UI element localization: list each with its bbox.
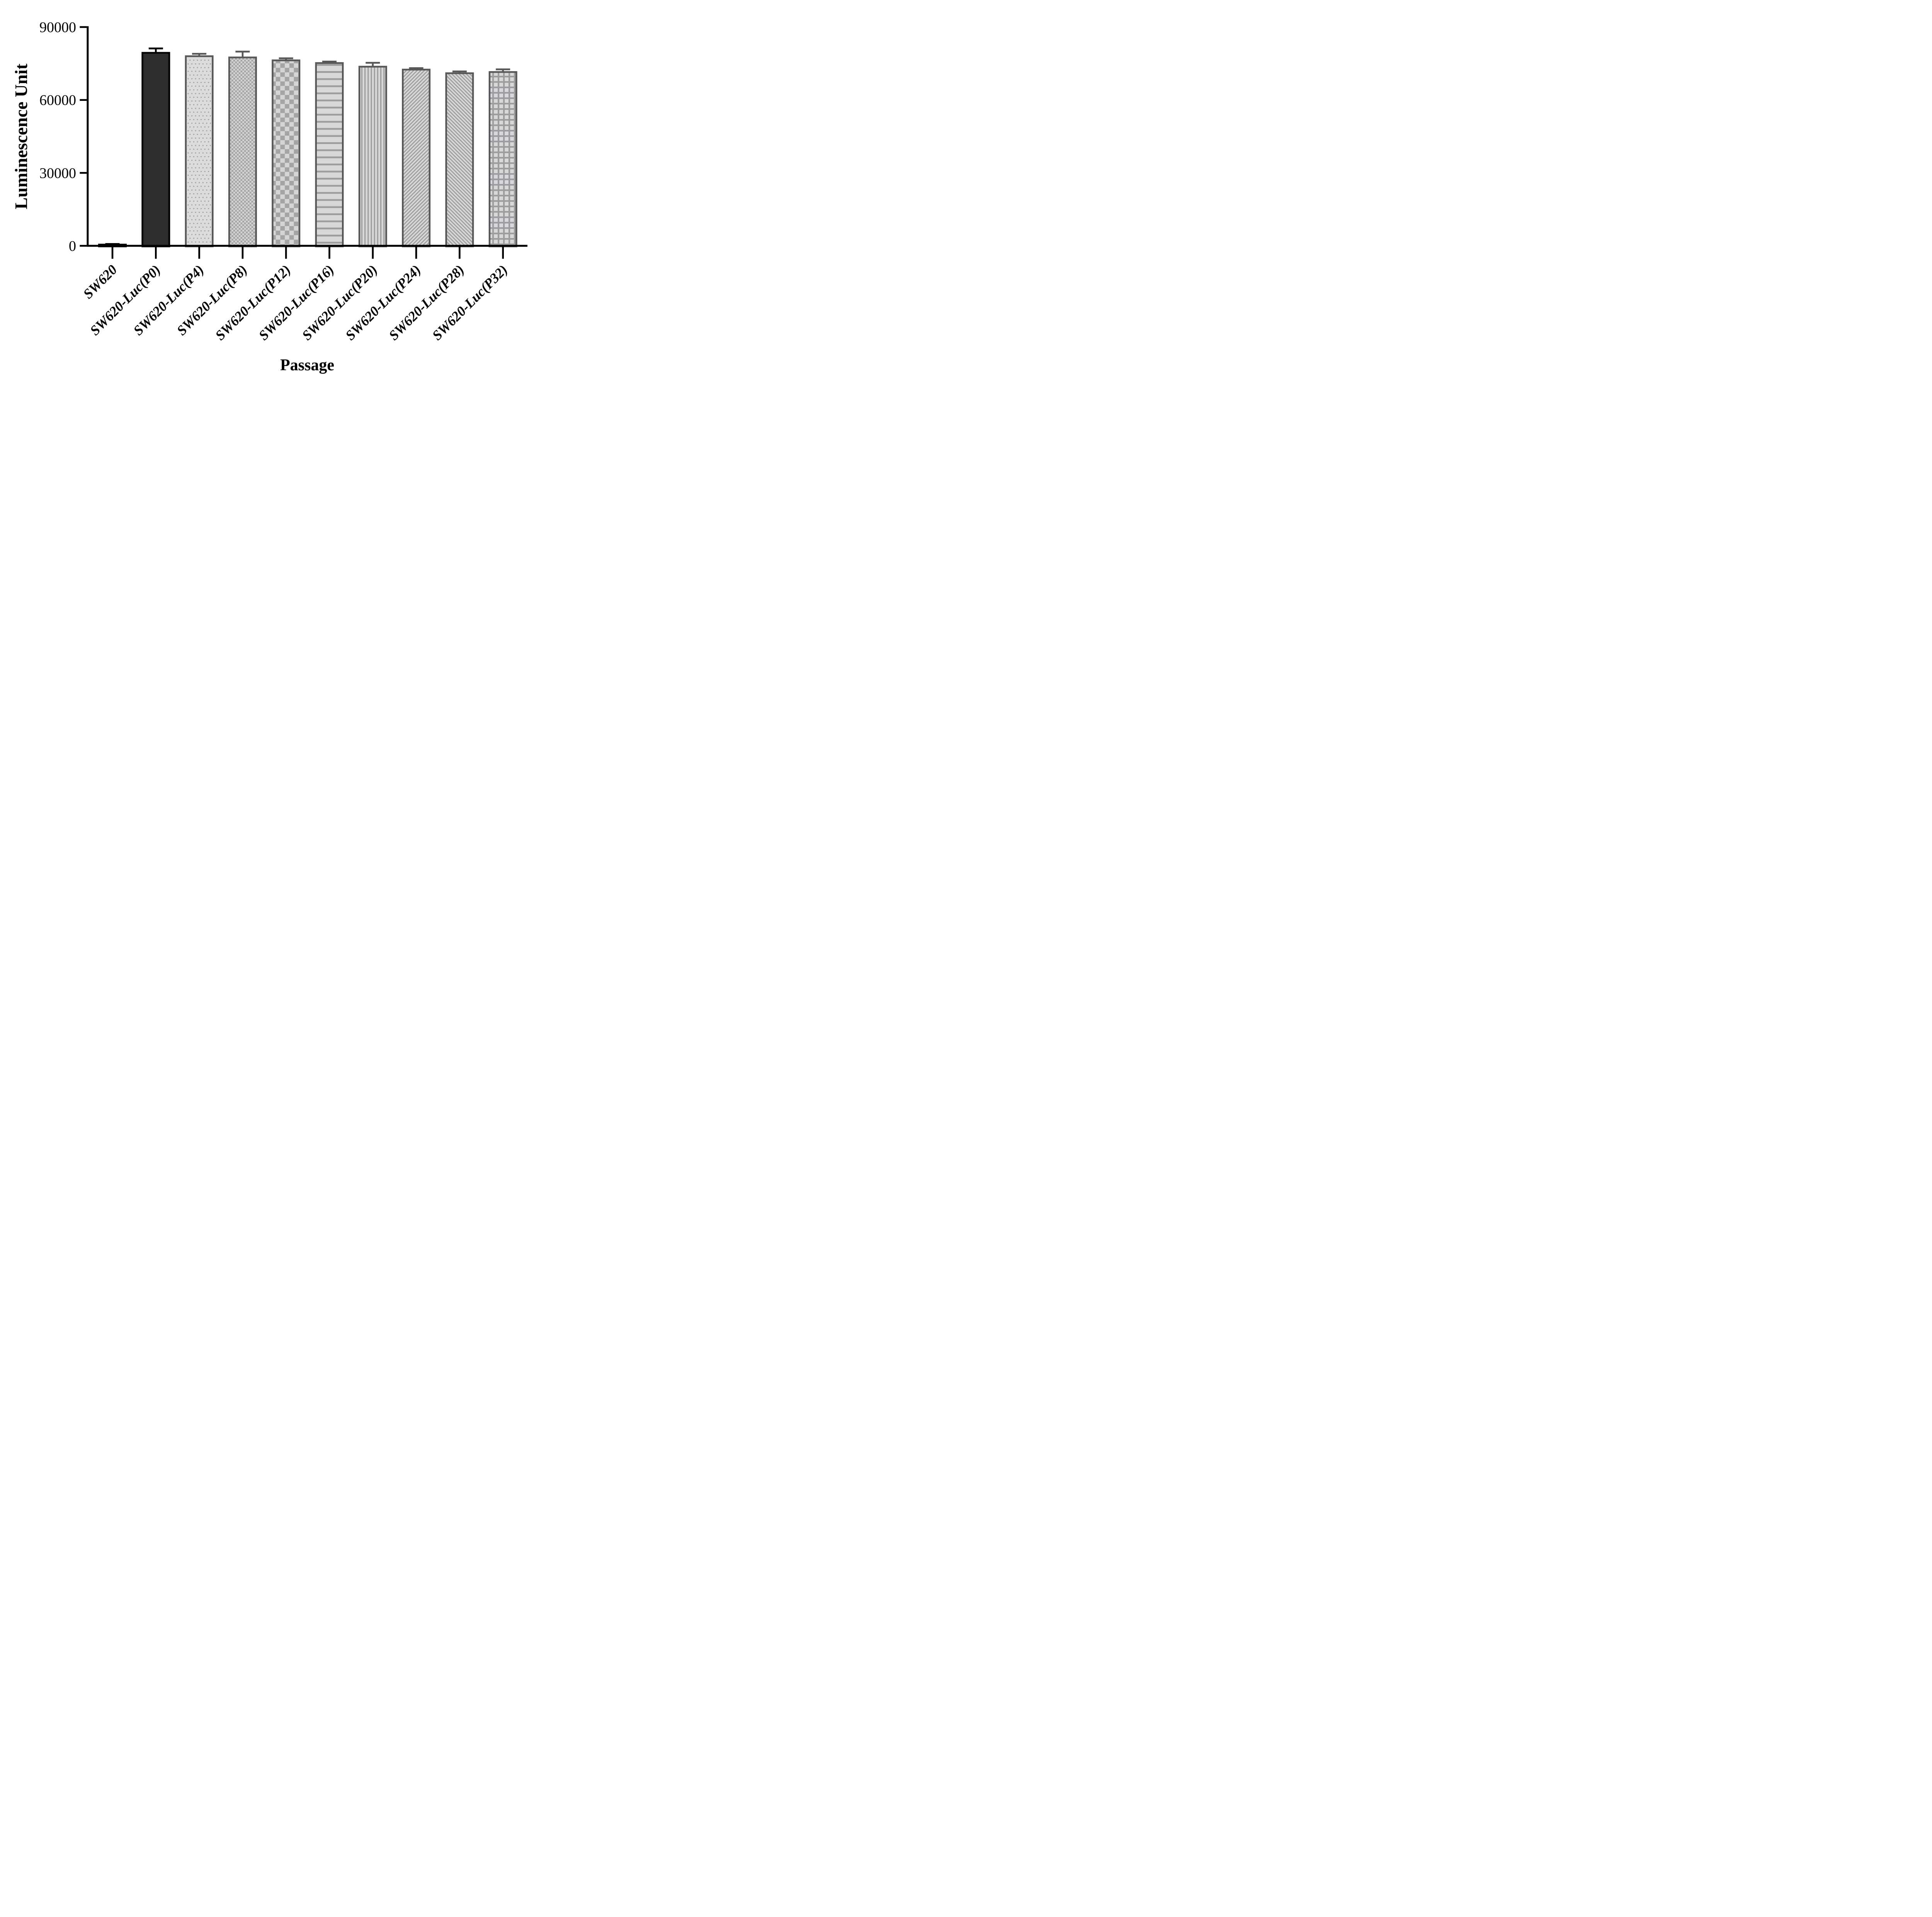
x-category-label: SW620-Luc(P24) [342, 262, 424, 343]
y-tick-labels-layer: 0 30000 60000 90000 [39, 19, 76, 254]
bar [228, 56, 257, 247]
x-category-labels-layer: SW620SW620-Luc(P0)SW620-Luc(P4)SW620-Luc… [80, 262, 510, 343]
x-category-label: SW620-Luc(P16) [255, 262, 337, 343]
x-axis-baseline [87, 245, 527, 247]
error-bar-cap [279, 57, 293, 60]
y-tick [80, 26, 87, 28]
x-tick [198, 247, 200, 259]
x-tick [502, 247, 504, 259]
bar [141, 52, 170, 247]
x-category-label: SW620-Luc(P20) [299, 262, 381, 343]
error-bar-stem [242, 51, 244, 59]
bar [358, 66, 387, 247]
bar [445, 72, 474, 247]
x-category-label: SW620-Luc(P28) [386, 262, 467, 343]
bar [272, 59, 301, 247]
x-category-label: SW620 [80, 262, 120, 301]
y-axis-title: Luminescence Unit [11, 63, 31, 209]
chart-canvas: 0 30000 60000 90000 SW620SW620-Luc(P0)SW620… [11, 19, 527, 374]
error-bar-cap [409, 67, 423, 69]
error-bar-cap [148, 48, 163, 49]
x-tick [285, 247, 287, 259]
y-axis-line [87, 26, 89, 247]
x-tick [242, 247, 244, 259]
x-category-label: SW620-Luc(P32) [429, 262, 511, 343]
error-bar-stem [372, 63, 374, 68]
y-tick-label: 90000 [39, 19, 76, 36]
x-tick [459, 247, 461, 259]
bar [185, 55, 214, 247]
y-ticks-layer [80, 26, 87, 247]
bar [402, 68, 431, 247]
error-bar-cap [192, 53, 207, 55]
x-tick [155, 247, 157, 259]
x-tick [415, 247, 417, 259]
bar [315, 62, 344, 247]
y-tick-label: 0 [69, 238, 76, 254]
x-ticks-layer [111, 247, 504, 259]
bar [488, 71, 517, 247]
error-bar-cap [452, 70, 467, 73]
x-category-label: SW620-Luc(P12) [212, 262, 294, 343]
error-bar-cap [366, 62, 380, 64]
y-tick [80, 99, 87, 101]
bars-layer [98, 52, 517, 247]
x-tick [372, 247, 374, 259]
y-tick [80, 172, 87, 174]
y-tick [80, 245, 87, 247]
error-bar-cap [496, 68, 510, 70]
x-axis-title: Passage [280, 356, 334, 374]
bar-chart-figure: 0 30000 60000 90000 SW620 SW620-Luc(P0) SW620… [0, 0, 551, 383]
x-tick [111, 247, 114, 259]
y-tick-label: 60000 [39, 92, 76, 109]
y-tick-label: 30000 [39, 165, 76, 181]
error-bar-cap [322, 61, 337, 63]
error-bar-cap [235, 51, 250, 53]
error-bar-stem [155, 48, 157, 54]
x-tick [328, 247, 330, 259]
